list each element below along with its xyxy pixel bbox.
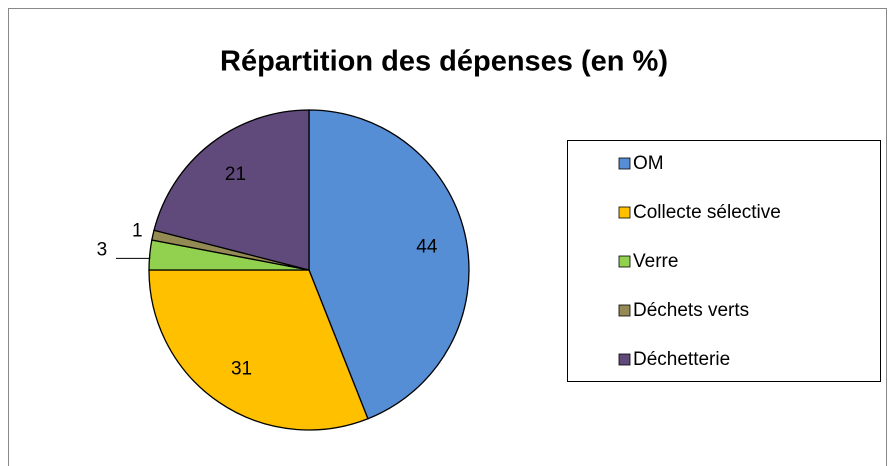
data-label: 31 xyxy=(231,358,252,379)
chart-title: Répartition des dépenses (en %) xyxy=(220,46,668,78)
legend-box xyxy=(567,140,881,382)
legend-label: Déchets verts xyxy=(633,300,749,321)
pie-slice xyxy=(148,269,369,431)
legend-swatch xyxy=(618,353,631,366)
legend-swatch xyxy=(618,157,631,170)
pie-slice xyxy=(308,109,470,420)
legend-label: Verre xyxy=(633,251,678,272)
legend-swatch xyxy=(618,206,631,219)
pie-slice xyxy=(153,109,310,271)
data-label: 1 xyxy=(132,221,143,242)
data-label: 21 xyxy=(225,164,246,185)
legend-swatch xyxy=(618,255,631,268)
legend-swatch xyxy=(618,304,631,317)
legend-label: OM xyxy=(633,153,664,174)
data-label: 3 xyxy=(97,239,108,260)
leader-line xyxy=(115,254,151,259)
legend-label: Déchetterie xyxy=(633,349,730,370)
data-label: 44 xyxy=(416,237,438,258)
legend-label: Collecte sélective xyxy=(633,202,781,223)
